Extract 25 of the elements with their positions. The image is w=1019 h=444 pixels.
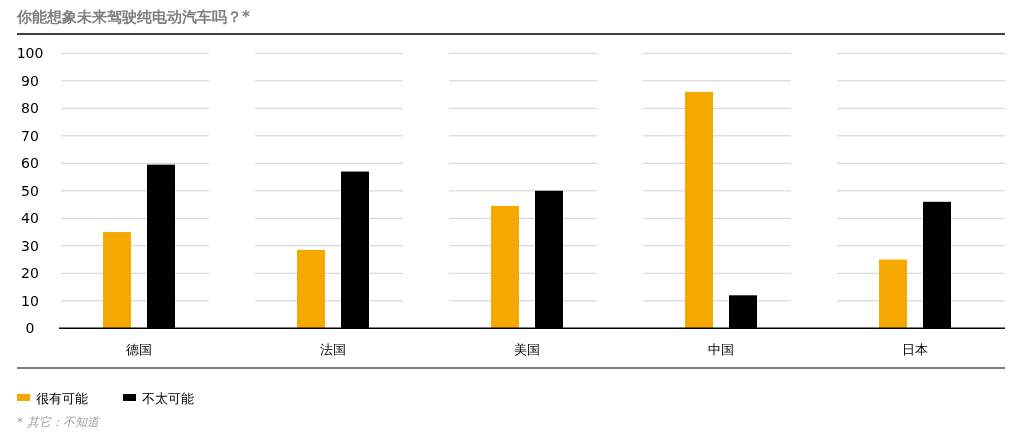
- x-tick-label: 法国: [320, 342, 346, 357]
- legend-label: 不太可能: [142, 391, 194, 406]
- y-tick-label: 30: [21, 237, 39, 254]
- y-tick-label: 60: [21, 155, 39, 172]
- bar: [297, 249, 325, 329]
- x-tick-label: 美国: [514, 342, 540, 357]
- y-tick-label: 10: [21, 292, 39, 309]
- bar: [491, 205, 519, 329]
- y-tick-label: 20: [21, 265, 39, 282]
- bar: [879, 259, 907, 329]
- bar: [103, 232, 131, 329]
- y-tick-label: 40: [21, 210, 39, 227]
- y-tick-label: 70: [21, 127, 39, 144]
- y-tick-label: 50: [21, 182, 39, 199]
- y-tick-label: 80: [21, 100, 39, 117]
- x-tick-label: 中国: [708, 342, 734, 357]
- y-tick-label: 90: [21, 72, 39, 89]
- text: * 其它：不知道: [17, 415, 100, 429]
- bar: [685, 91, 713, 329]
- x-tick-label: 日本: [902, 342, 928, 357]
- y-tick-label: 0: [25, 320, 35, 337]
- x-tick-label: 德国: [126, 342, 152, 357]
- chart-title: 你能想象未来驾驶纯电动汽车吗？*: [16, 8, 250, 26]
- legend-label: 很有可能: [36, 391, 88, 406]
- y-tick-label: 100: [16, 45, 44, 62]
